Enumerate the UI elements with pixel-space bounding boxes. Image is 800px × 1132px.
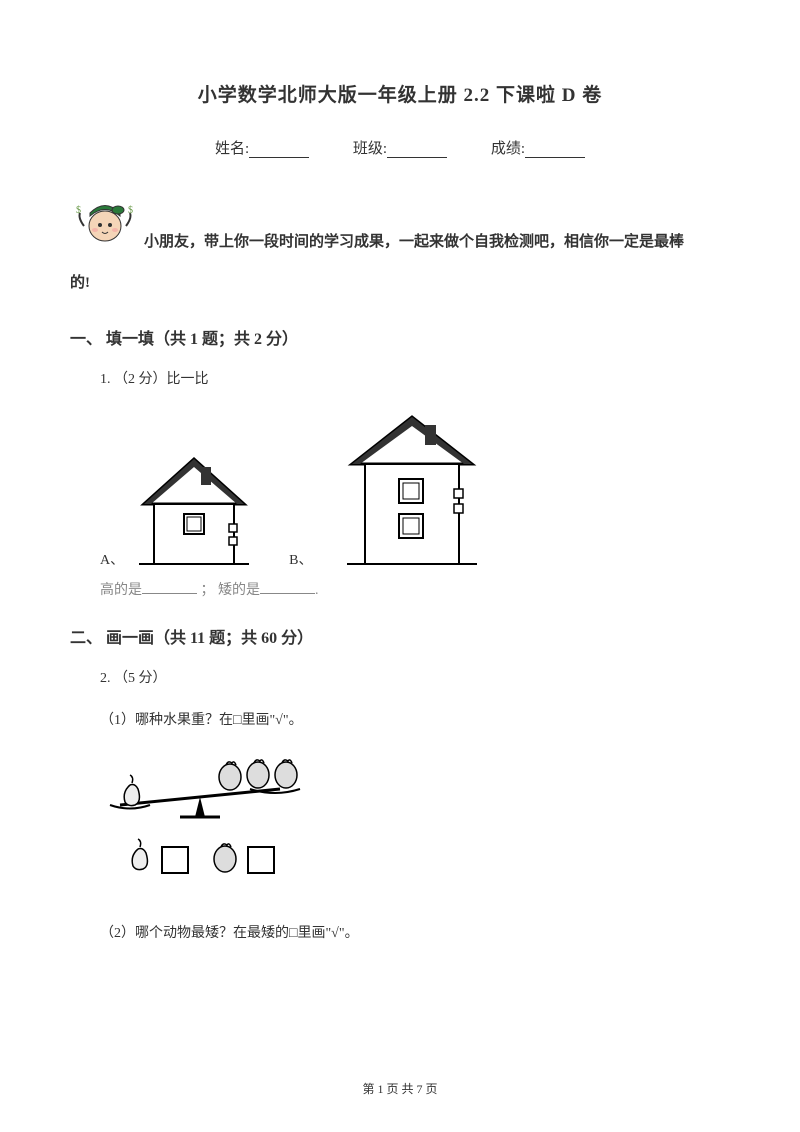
sub-question-2: （2）哪个动物最矮？在最矮的□里画"√"。 [100, 922, 730, 942]
fill-1: 高的是 [100, 583, 142, 598]
fill-2: ； 矮的是 [201, 583, 261, 598]
name-field: 姓名: [215, 137, 309, 158]
house-a-icon [129, 449, 259, 569]
class-blank[interactable] [387, 144, 447, 158]
section-2-header: 二、 画一画（共 11 题；共 60 分） [70, 624, 730, 648]
score-blank[interactable] [525, 144, 585, 158]
class-label: 班级: [353, 141, 387, 157]
svg-text:$: $ [128, 205, 133, 216]
houses-row: A、 B、 [100, 409, 730, 569]
page-title: 小学数学北师大版一年级上册 2.2 下课啦 D 卷 [70, 80, 730, 107]
page-footer: 第 1 页 共 7 页 [0, 1080, 800, 1097]
label-b: B、 [289, 549, 312, 569]
question-2: 2. （5 分） [100, 668, 730, 690]
score-field: 成绩: [491, 137, 585, 158]
balance-scale-image [100, 747, 730, 902]
svg-text:$: $ [76, 205, 81, 216]
sub-question-1: （1）哪种水果重？在□里画"√"。 [100, 709, 730, 729]
house-b-icon [337, 409, 487, 569]
blank-short[interactable] [260, 582, 315, 594]
label-a: A、 [100, 549, 124, 569]
name-label: 姓名: [215, 141, 249, 157]
blank-tall[interactable] [142, 582, 197, 594]
student-info-line: 姓名: 班级: 成绩: [70, 137, 730, 158]
intro-text-1: 小朋友，带上你一段时间的学习成果，一起来做个自我检测吧，相信你一定是最棒 [140, 188, 730, 259]
section-1-header: 一、 填一填（共 1 题；共 2 分） [70, 325, 730, 349]
fill-answer-line: 高的是 ； 矮的是. [100, 579, 730, 599]
name-blank[interactable] [249, 144, 309, 158]
score-label: 成绩: [491, 141, 525, 157]
intro-row: $ $ 小朋友，带上你一段时间的学习成果，一起来做个自我检测吧，相信你一定是最棒 [70, 188, 730, 259]
mascot-icon: $ $ [70, 188, 140, 253]
question-1: 1. （2 分）比一比 [100, 369, 730, 391]
intro-text-2: 的! [70, 267, 730, 300]
fill-3: . [315, 583, 319, 598]
class-field: 班级: [353, 137, 447, 158]
